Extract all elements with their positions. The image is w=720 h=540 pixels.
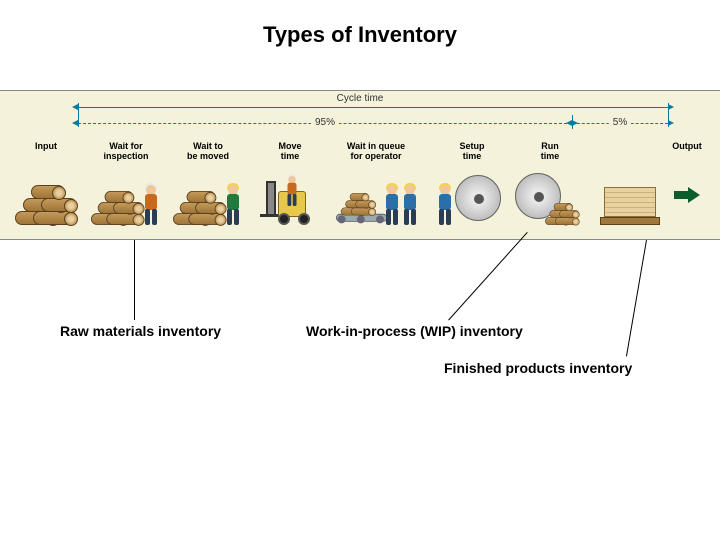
callout-line-fin [626, 240, 647, 356]
stage-label: Wait in queue for operator [336, 141, 416, 163]
stage-graphic [590, 165, 670, 225]
worker-icon [437, 185, 453, 225]
stage-graphic [250, 165, 330, 225]
stage-graphic [662, 165, 712, 225]
stage-label: Move time [250, 141, 330, 163]
pallet-icon [600, 181, 660, 225]
stage-output: Output [662, 141, 712, 225]
worker-icon [384, 185, 400, 225]
pct95-label: 95% [311, 117, 339, 128]
worker-icon [286, 176, 298, 206]
stage-graphic [86, 165, 166, 225]
logs-icon [341, 191, 376, 216]
scale-tick [668, 103, 669, 127]
stage-graphic [6, 165, 86, 225]
callout-line-wip [448, 232, 528, 321]
logs-icon [173, 188, 226, 225]
stage-label: Wait to be moved [168, 141, 248, 163]
scale-area: Cycle time 95% 5% [0, 93, 720, 141]
finished-label: Finished products inventory [444, 360, 632, 376]
saw-blade-icon [455, 175, 505, 225]
stage-graphic [168, 165, 248, 225]
wip-label: Work-in-process (WIP) inventory [306, 323, 523, 339]
scale-tick [78, 103, 79, 127]
stage-move: Move time [250, 141, 330, 225]
stage-graphic [336, 165, 416, 225]
worker-icon [225, 185, 241, 225]
callout-line-raw [134, 240, 135, 320]
stage-wait-insp: Wait for inspection [86, 141, 166, 225]
worker-icon [402, 185, 418, 225]
conveyor-icon [336, 190, 387, 225]
logs-icon [15, 181, 77, 225]
page-title: Types of Inventory [263, 22, 457, 48]
stage-label: Output [662, 141, 712, 163]
raw-materials-label: Raw materials inventory [60, 323, 221, 339]
stage-label: Input [6, 141, 86, 163]
stage-setup: Setup time [432, 141, 512, 225]
stage-label: Wait for inspection [86, 141, 166, 163]
forklift-icon [260, 179, 320, 225]
pct5-label: 5% [609, 117, 631, 128]
stage-queue: Wait in queue for operator [336, 141, 416, 225]
stage-graphic [510, 165, 590, 225]
logs-icon [545, 201, 579, 225]
diagram-band: Cycle time 95% 5% InputWait for inspecti… [0, 90, 720, 240]
stage-row: InputWait for inspectionWait to be moved… [0, 141, 720, 236]
output-arrow-icon [674, 187, 700, 203]
stage-run: Run time [510, 141, 590, 225]
stage-input: Input [6, 141, 86, 225]
stage-label: Setup time [432, 141, 512, 163]
stage-wait-move: Wait to be moved [168, 141, 248, 225]
scale-tick [572, 115, 573, 129]
worker-icon [143, 185, 159, 225]
logs-icon [91, 188, 144, 225]
cycle-time-arrow [78, 107, 668, 108]
stage-label [590, 141, 670, 163]
stage-graphic [432, 165, 512, 225]
stage-finished [590, 141, 670, 225]
stage-label: Run time [510, 141, 590, 163]
cycle-time-label: Cycle time [337, 93, 384, 104]
